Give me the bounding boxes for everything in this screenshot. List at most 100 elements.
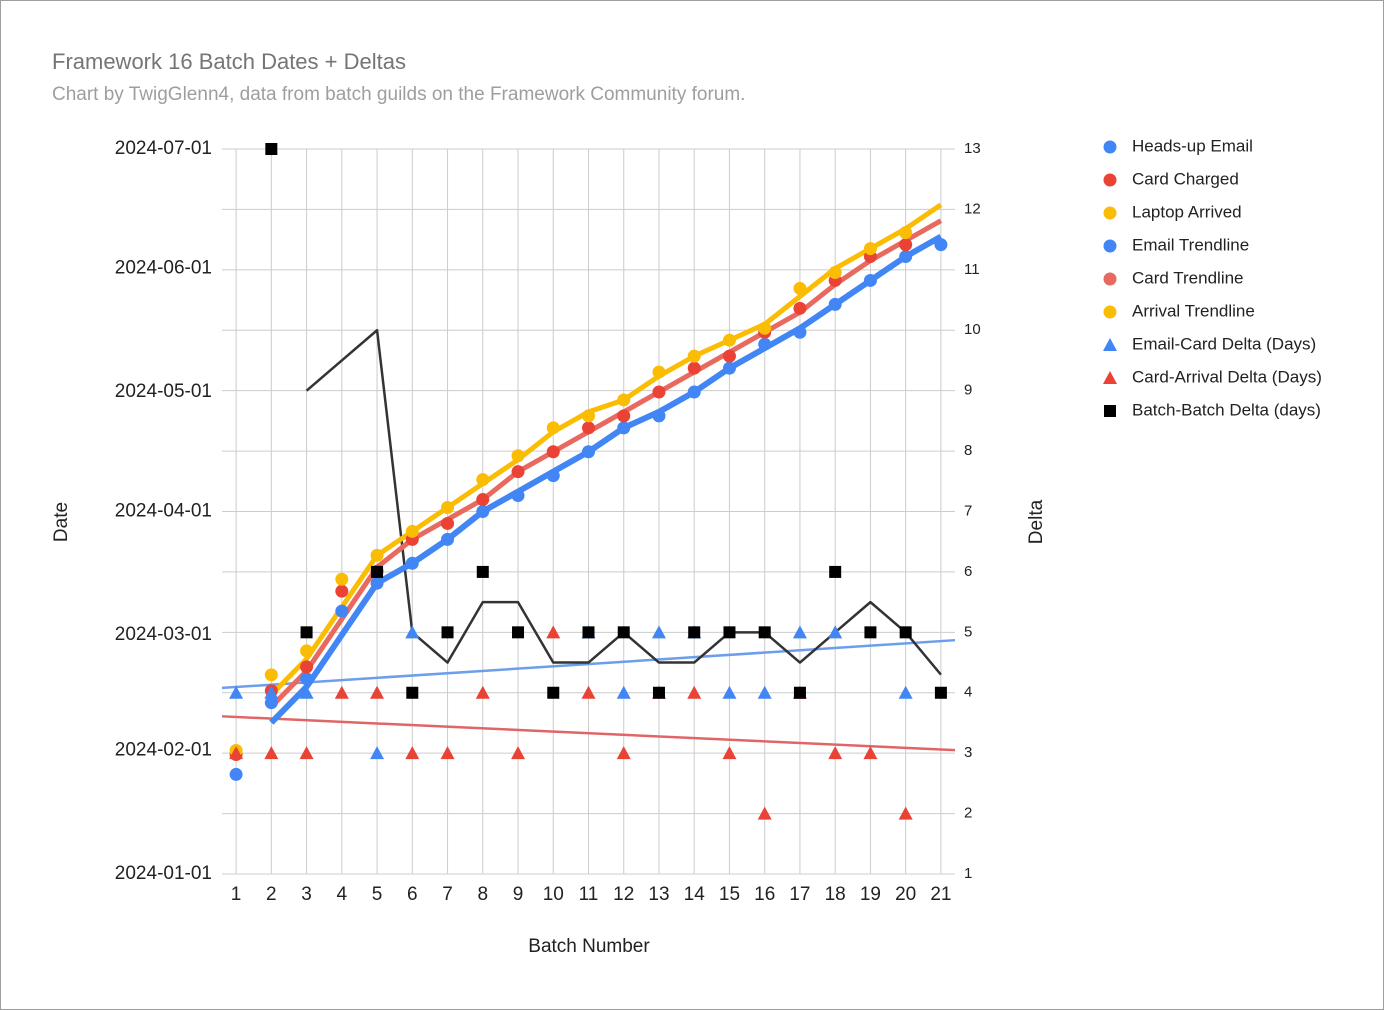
data-point (265, 143, 278, 155)
data-point (616, 746, 631, 760)
data-point (370, 746, 385, 760)
data-point (582, 409, 595, 423)
data-point (335, 572, 349, 586)
x-tick-label: 6 (407, 884, 418, 905)
data-point (511, 449, 525, 463)
data-point (300, 660, 314, 674)
legend-marker (1104, 405, 1116, 417)
data-point (264, 696, 278, 710)
data-point (793, 301, 807, 315)
x-tick-label: 4 (337, 884, 348, 905)
data-point (264, 746, 279, 760)
data-point (370, 576, 384, 590)
y-tick-label: 2024-06-01 (115, 258, 212, 279)
data-point (229, 685, 244, 699)
data-point (405, 625, 420, 639)
data-point (512, 626, 525, 639)
y2-tick-label: 11 (964, 261, 980, 278)
legend-label: Batch-Batch Delta (days) (1132, 400, 1321, 419)
data-point (652, 686, 665, 699)
data-point (934, 238, 948, 252)
data-point (582, 626, 595, 639)
data-point (898, 685, 913, 699)
data-point (652, 409, 666, 423)
legend-label: Email-Card Delta (Days) (1132, 334, 1316, 353)
y2-tick-label: 12 (964, 200, 981, 217)
data-point (264, 668, 278, 682)
data-point (334, 685, 349, 699)
x-axis-title: Batch Number (528, 936, 650, 957)
data-point (405, 556, 419, 570)
x-tick-label: 16 (754, 884, 775, 905)
data-point (758, 321, 772, 335)
x-tick-label: 11 (579, 884, 599, 905)
legend-marker (1103, 338, 1117, 351)
legend-label: Email Trendline (1132, 235, 1249, 254)
data-point (828, 746, 843, 760)
data-point (898, 806, 913, 820)
trendline (269, 234, 943, 725)
y2-tick-label: 6 (964, 563, 972, 580)
legend-label: Card Trendline (1132, 268, 1244, 287)
data-point (546, 421, 560, 435)
data-point (511, 465, 525, 479)
delta-trendline (221, 715, 956, 752)
y2-tick-label: 1 (964, 865, 972, 882)
legend-marker (1103, 173, 1117, 187)
data-point (617, 421, 631, 435)
data-point (546, 625, 561, 639)
y-tick-label: 2024-03-01 (115, 624, 212, 645)
x-tick-label: 13 (648, 884, 669, 905)
x-tick-label: 18 (825, 884, 846, 905)
y2-tick-label: 5 (964, 623, 972, 640)
data-point (758, 626, 771, 639)
data-point (476, 473, 490, 487)
data-point (757, 685, 772, 699)
data-point (476, 493, 490, 507)
data-point (441, 516, 455, 530)
data-point (758, 337, 772, 351)
data-point (229, 746, 244, 760)
data-point (899, 626, 912, 639)
data-point (899, 250, 913, 264)
y-tick-label: 2024-05-01 (115, 381, 212, 402)
data-point (652, 385, 666, 399)
y-tick-label: 2024-01-01 (115, 863, 212, 884)
x-tick-label: 10 (543, 884, 564, 905)
data-point (546, 469, 560, 483)
data-point (687, 349, 701, 363)
data-point (335, 604, 349, 618)
y-axis-title: Date (51, 502, 72, 542)
data-point (723, 626, 736, 639)
legend-marker (1103, 140, 1117, 154)
trendline (269, 218, 943, 709)
legend-marker (1103, 371, 1117, 384)
data-point (440, 746, 455, 760)
data-point (828, 265, 842, 279)
data-point (651, 625, 666, 639)
y-tick-label: 2024-07-01 (115, 138, 212, 159)
data-point (652, 365, 666, 379)
data-point (441, 626, 454, 639)
legend-marker (1103, 305, 1117, 319)
data-point (511, 746, 526, 760)
data-point (582, 421, 595, 435)
y2-tick-label: 10 (964, 321, 981, 338)
data-point (934, 686, 947, 699)
data-point (405, 746, 420, 760)
data-point (722, 361, 736, 375)
data-point (582, 445, 595, 459)
data-point (475, 685, 490, 699)
x-tick-label: 12 (613, 884, 634, 905)
x-tick-label: 3 (301, 884, 312, 905)
data-point (441, 501, 455, 515)
data-point (793, 281, 807, 295)
x-tick-label: 8 (477, 884, 488, 905)
chart-subtitle: Chart by TwigGlenn4, data from batch gui… (52, 84, 745, 105)
data-point (511, 489, 525, 503)
data-point (864, 626, 877, 639)
legend-label: Arrival Trendline (1132, 301, 1255, 320)
x-tick-label: 1 (231, 884, 242, 905)
